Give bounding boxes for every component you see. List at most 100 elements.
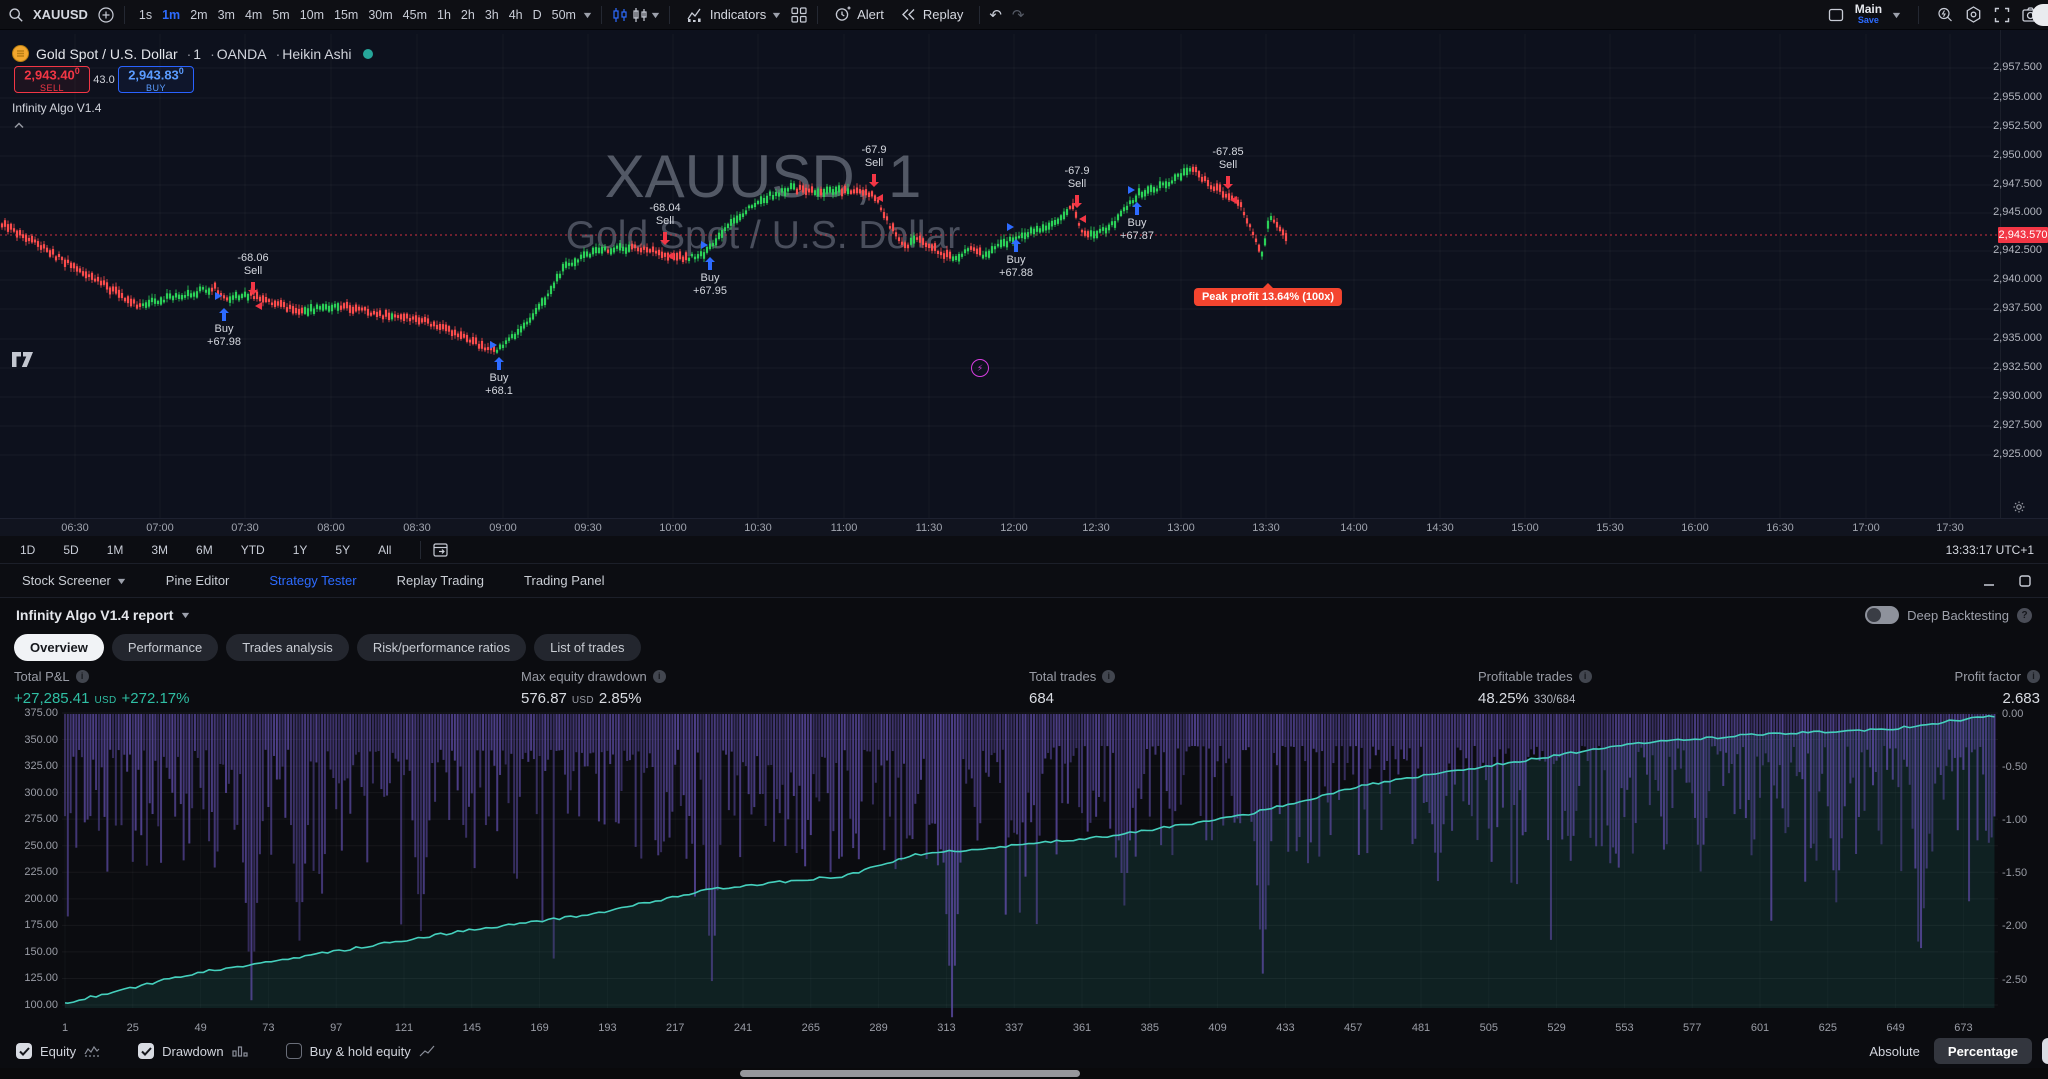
event-marker-icon[interactable]: ⚡ (971, 359, 989, 377)
sell-button[interactable]: 2,943.400 SELL (14, 66, 90, 93)
report-tab-overview[interactable]: Overview (14, 634, 104, 661)
scale-settings-gear-icon[interactable] (2012, 500, 2026, 514)
series-toggle-drawdown[interactable]: Drawdown (138, 1043, 248, 1059)
checkbox-checked[interactable] (16, 1043, 32, 1059)
symbol-header[interactable]: Gold Spot / U.S. Dollar 1 OANDA Heikin A… (12, 45, 373, 62)
report-title-dropdown[interactable]: Infinity Algo V1.4 report ▼ (16, 607, 192, 623)
symbol-search-button[interactable]: XAUUSD (26, 3, 95, 27)
timeframe-D[interactable]: D (528, 3, 547, 27)
panel-tab-trading-panel[interactable]: Trading Panel (518, 572, 610, 589)
timeframe-50m[interactable]: 50m (547, 3, 581, 27)
series-toggle-equity[interactable]: Equity (16, 1043, 100, 1059)
panel-tab-stock-screener[interactable]: Stock Screener ▼ (16, 572, 132, 589)
price-chart-canvas[interactable] (0, 30, 2048, 518)
trade-x-axis-label: 289 (869, 1022, 888, 1034)
collapse-indicator-button[interactable] (10, 119, 28, 132)
panel-tab-pine-editor[interactable]: Pine Editor (160, 572, 236, 589)
add-symbol-icon[interactable] (97, 6, 115, 24)
absolute-mode-button[interactable]: Absolute (1869, 1043, 1920, 1059)
trade-x-axis-label: 145 (462, 1022, 481, 1034)
replay-button[interactable]: Replay (893, 3, 970, 27)
timeframe-30m[interactable]: 30m (363, 3, 397, 27)
publish-button-partial[interactable] (2032, 4, 2048, 26)
chevron-down-icon[interactable]: ▼ (1890, 9, 1903, 20)
info-icon[interactable]: i (75, 669, 89, 683)
report-tab-list-of-trades[interactable]: List of trades (534, 634, 641, 661)
percentage-mode-button[interactable]: Percentage (1933, 1038, 2032, 1064)
indicator-templates-icon[interactable] (790, 6, 808, 24)
timeframe-4h[interactable]: 4h (504, 3, 528, 27)
equity-y-axis-label: 225.00 (24, 866, 58, 879)
report-tab-performance[interactable]: Performance (111, 634, 219, 661)
range-button-1y[interactable]: 1Y (287, 542, 314, 558)
info-icon[interactable]: i (2027, 669, 2040, 683)
panel-window-controls (1982, 574, 2032, 588)
time-axis[interactable]: 06:30 07:00 07:30 08:00 08:30 09:00 09:30 10:00… (0, 518, 2048, 537)
alert-button[interactable]: Alert (827, 3, 891, 27)
indicators-button[interactable]: Indicators ▼ (679, 3, 788, 27)
tradingview-logo[interactable] (12, 352, 34, 367)
info-icon[interactable]: i (1102, 669, 1116, 683)
help-question-icon[interactable]: ? (2017, 607, 2032, 623)
clock-utc-label[interactable]: 13:33:17 UTC+1 (1945, 542, 2034, 557)
sell-marker-label: -67.9 Sell (861, 144, 887, 169)
panel-tab-replay-trading[interactable]: Replay Trading (391, 572, 490, 589)
chart-style-candles-icon[interactable] (611, 6, 629, 24)
range-button-5d[interactable]: 5D (57, 542, 84, 558)
timeframe-4m[interactable]: 4m (240, 3, 267, 27)
undo-icon[interactable]: ↶ (989, 5, 1002, 24)
range-button-3m[interactable]: 3M (145, 542, 174, 558)
fullscreen-icon[interactable] (1993, 6, 2011, 24)
info-icon[interactable]: i (1578, 669, 1592, 683)
timeframe-5m[interactable]: 5m (267, 3, 294, 27)
range-button-5y[interactable]: 5Y (329, 542, 356, 558)
report-tab-trades-analysis[interactable]: Trades analysis (226, 634, 349, 661)
deep-backtesting-toggle[interactable] (1865, 606, 1900, 624)
layout-name-save[interactable]: Main Save (1855, 3, 1882, 26)
timeframe-45m[interactable]: 45m (398, 3, 432, 27)
maximize-panel-icon[interactable] (2018, 574, 2032, 588)
quick-search-icon[interactable] (1936, 6, 1954, 24)
chart-type-icon[interactable] (631, 6, 649, 24)
chevron-down-icon[interactable]: ▼ (649, 9, 662, 20)
range-button-ytd[interactable]: YTD (235, 542, 271, 558)
side-panel-button-partial[interactable] (2042, 1038, 2048, 1064)
strategy-name-label[interactable]: Infinity Algo V1.4 (12, 101, 102, 115)
layout-icon[interactable] (1827, 6, 1845, 24)
time-axis-label: 16:00 (1681, 522, 1709, 534)
timeframe-2m[interactable]: 2m (185, 3, 212, 27)
settings-icon[interactable] (1964, 5, 1983, 24)
checkbox-checked[interactable] (138, 1043, 155, 1059)
timeframe-2h[interactable]: 2h (456, 3, 480, 27)
symbol-exchange[interactable]: OANDA (208, 46, 267, 62)
range-button-all[interactable]: All (372, 542, 397, 558)
minimize-panel-icon[interactable] (1982, 574, 1996, 588)
panel-tab-strategy-tester[interactable]: Strategy Tester (263, 572, 362, 589)
timeframe-1s[interactable]: 1s (134, 3, 157, 27)
timeframe-10m[interactable]: 10m (295, 3, 329, 27)
timeframe-3m[interactable]: 3m (213, 3, 240, 27)
go-to-date-calendar-icon[interactable] (432, 541, 449, 558)
timeframe-3h[interactable]: 3h (480, 3, 504, 27)
chevron-down-icon[interactable]: ▼ (581, 9, 594, 20)
sell-price: 2,943.40 (24, 67, 75, 83)
divider (123, 5, 125, 24)
range-button-1d[interactable]: 1D (14, 542, 41, 558)
series-toggle-buy-hold-equity[interactable]: Buy & hold equity (285, 1043, 435, 1059)
info-icon[interactable]: i (652, 669, 666, 683)
symbol-interval[interactable]: 1 (185, 46, 201, 62)
taskbar-hint[interactable] (740, 1070, 1080, 1077)
checkbox-unchecked[interactable] (285, 1043, 302, 1059)
range-button-6m[interactable]: 6M (190, 542, 219, 558)
timeframe-15m[interactable]: 15m (329, 3, 363, 27)
trade-x-axis-label: 337 (1005, 1022, 1024, 1034)
redo-icon[interactable]: ↷ (1011, 5, 1025, 24)
timeframe-1h[interactable]: 1h (432, 3, 456, 27)
range-button-1m[interactable]: 1M (101, 542, 130, 558)
report-tab-risk-performance-ratios[interactable]: Risk/performance ratios (356, 634, 527, 661)
stat-label-text: Total P&L (14, 668, 70, 684)
symbol-chart-style[interactable]: Heikin Ashi (274, 46, 351, 62)
timeframe-1m[interactable]: 1m (157, 3, 185, 27)
buy-button[interactable]: 2,943.830 BUY (118, 66, 194, 93)
symbol-title[interactable]: Gold Spot / U.S. Dollar (36, 45, 178, 62)
